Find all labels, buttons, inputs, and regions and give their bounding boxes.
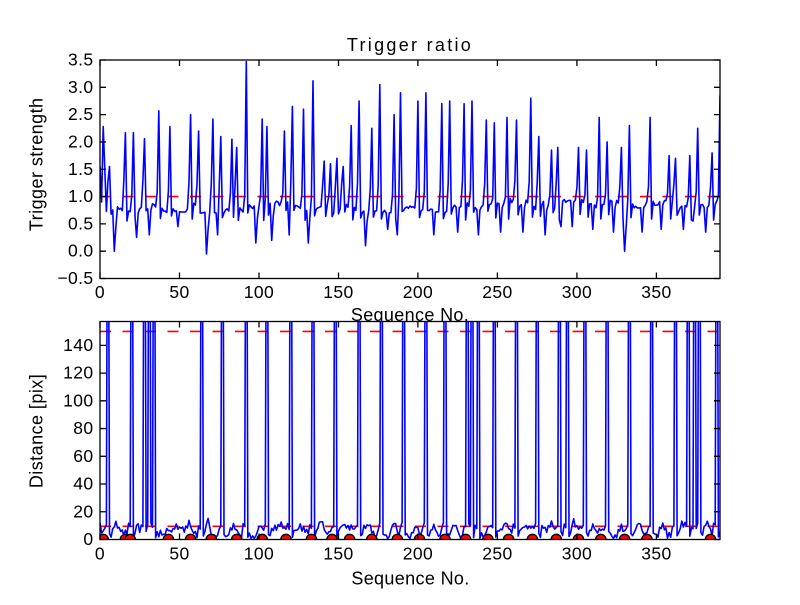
svg-text:−0.5: −0.5 — [57, 268, 93, 288]
svg-text:100: 100 — [244, 544, 274, 564]
svg-text:20: 20 — [73, 501, 93, 521]
svg-text:50: 50 — [169, 544, 189, 564]
svg-text:3.0: 3.0 — [68, 77, 94, 97]
svg-text:3.5: 3.5 — [68, 50, 94, 70]
svg-text:0: 0 — [95, 544, 105, 564]
svg-text:200: 200 — [403, 544, 433, 564]
svg-text:50: 50 — [169, 282, 189, 302]
svg-text:2.5: 2.5 — [68, 104, 94, 124]
svg-text:60: 60 — [73, 446, 93, 466]
svg-text:140: 140 — [63, 335, 93, 355]
svg-text:250: 250 — [482, 544, 512, 564]
svg-text:0.0: 0.0 — [68, 241, 94, 261]
svg-text:350: 350 — [641, 282, 671, 302]
svg-text:100: 100 — [63, 390, 93, 410]
svg-text:Distance [pix]: Distance [pix] — [27, 374, 47, 488]
svg-text:1.0: 1.0 — [68, 186, 94, 206]
svg-text:Trigger ratio: Trigger ratio — [347, 35, 473, 55]
svg-text:2.0: 2.0 — [68, 131, 94, 151]
svg-text:100: 100 — [244, 282, 274, 302]
svg-text:Sequence No.: Sequence No. — [351, 569, 469, 589]
svg-text:1.5: 1.5 — [68, 159, 94, 179]
svg-text:150: 150 — [323, 544, 353, 564]
svg-text:0: 0 — [83, 529, 93, 549]
svg-text:300: 300 — [562, 282, 592, 302]
svg-text:300: 300 — [562, 544, 592, 564]
svg-text:80: 80 — [73, 418, 93, 438]
svg-text:Sequence No.: Sequence No. — [351, 305, 469, 325]
svg-text:0.5: 0.5 — [68, 213, 94, 233]
svg-text:250: 250 — [482, 282, 512, 302]
svg-text:350: 350 — [641, 544, 671, 564]
svg-text:150: 150 — [323, 282, 353, 302]
svg-text:40: 40 — [73, 474, 93, 494]
svg-text:Trigger strength: Trigger strength — [27, 98, 47, 232]
svg-text:0: 0 — [95, 282, 105, 302]
svg-text:200: 200 — [403, 282, 433, 302]
svg-text:120: 120 — [63, 363, 93, 383]
